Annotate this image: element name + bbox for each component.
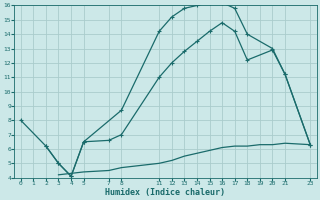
X-axis label: Humidex (Indice chaleur): Humidex (Indice chaleur) [106,188,226,197]
